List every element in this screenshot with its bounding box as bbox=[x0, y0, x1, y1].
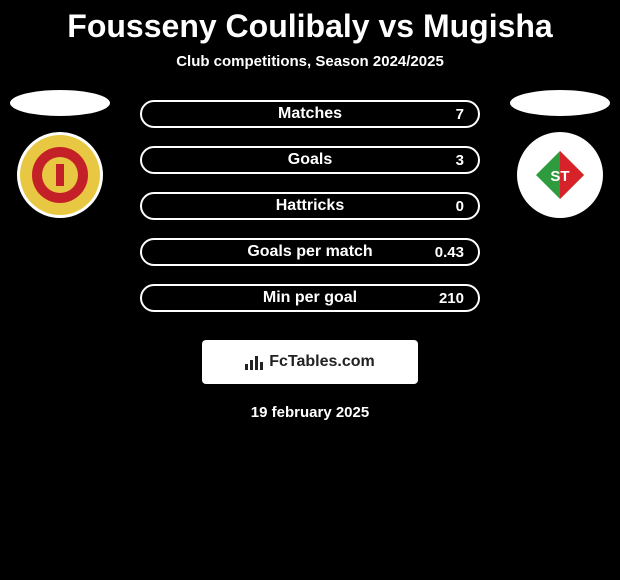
esperance-crest-icon bbox=[30, 145, 90, 205]
stat-value-right: 3 bbox=[456, 152, 464, 169]
brand-logo[interactable]: FcTables.com bbox=[202, 340, 418, 384]
stats-table: Matches7Goals3Hattricks0Goals per match0… bbox=[140, 100, 480, 312]
stat-value-right: 0 bbox=[456, 198, 464, 215]
comparison-body: ST Matches7 Goals3 Hattricks0 Goals per mat… bbox=[0, 100, 620, 421]
club-badge-left bbox=[17, 132, 103, 218]
brand-text: FcTables.com bbox=[269, 353, 375, 371]
svg-text:ST: ST bbox=[550, 168, 569, 185]
stat-label: Goals bbox=[142, 151, 478, 169]
stat-row: Min per goal210 bbox=[140, 284, 480, 312]
stade-tunisien-crest-icon: ST bbox=[530, 145, 590, 205]
stat-row: Goals per match0.43 bbox=[140, 238, 480, 266]
stat-label: Matches bbox=[142, 105, 478, 123]
stat-label: Goals per match bbox=[142, 243, 478, 261]
stat-row: Hattricks0 bbox=[140, 192, 480, 220]
stat-row: Goals3 bbox=[140, 146, 480, 174]
stat-value-right: 0.43 bbox=[435, 244, 464, 261]
bars-icon bbox=[245, 354, 265, 370]
stat-label: Min per goal bbox=[142, 289, 478, 307]
stat-label: Hattricks bbox=[142, 197, 478, 215]
stat-value-right: 7 bbox=[456, 106, 464, 123]
player-slot-left bbox=[10, 90, 110, 218]
header: Fousseny Coulibaly vs Mugisha Club compe… bbox=[0, 0, 620, 70]
name-plate-left bbox=[10, 90, 110, 116]
stat-row: Matches7 bbox=[140, 100, 480, 128]
club-badge-right: ST bbox=[517, 132, 603, 218]
page-title: Fousseny Coulibaly vs Mugisha bbox=[0, 8, 620, 45]
footer-date: 19 february 2025 bbox=[0, 404, 620, 421]
player-slot-right: ST bbox=[510, 90, 610, 218]
page-subtitle: Club competitions, Season 2024/2025 bbox=[0, 53, 620, 70]
name-plate-right bbox=[510, 90, 610, 116]
stat-value-right: 210 bbox=[439, 290, 464, 307]
